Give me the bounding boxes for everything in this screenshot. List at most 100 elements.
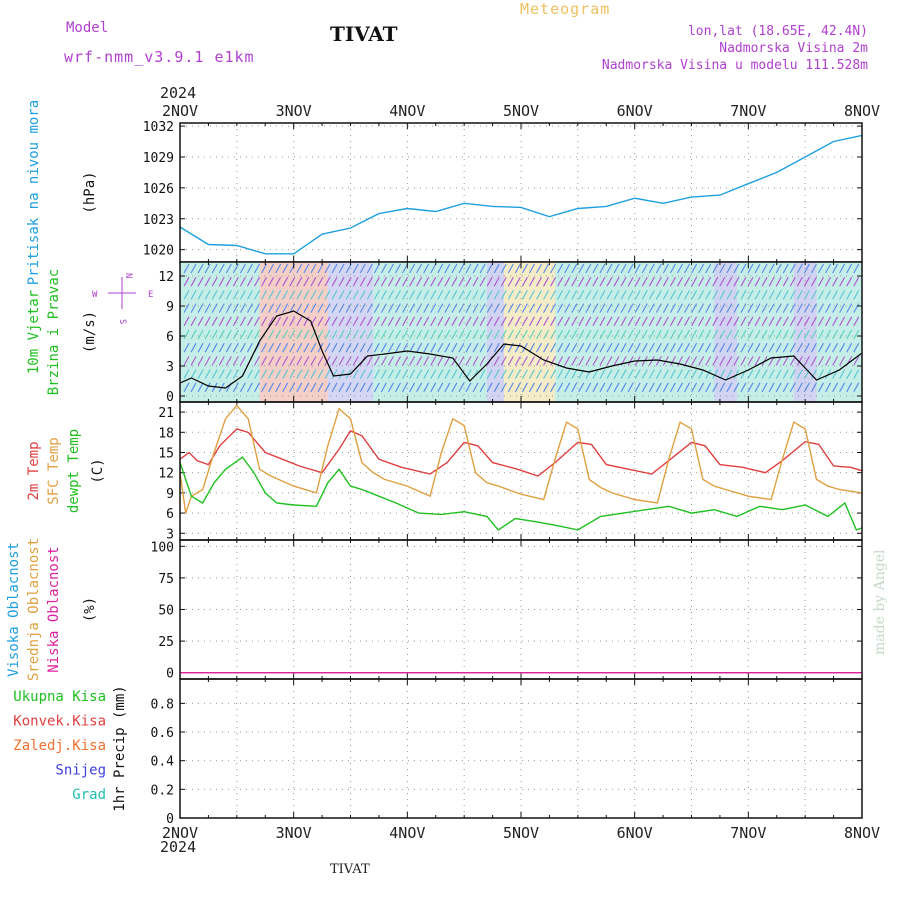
wind-barb [409,342,416,353]
wind-barb [606,290,613,300]
time-tick-label-top: 5NOV [503,102,539,120]
wind-barb [543,369,550,379]
wind-barb [500,290,507,300]
wind-barb [521,382,528,393]
wind-barb [592,276,599,287]
wind-barb [493,356,500,366]
wind-barb [211,356,218,366]
wind-barb [775,290,782,300]
wind-barb [190,382,197,393]
wind-barb [352,263,359,274]
wind-barb [740,276,747,287]
wind-barb [705,263,712,274]
wind-barb [268,316,275,327]
wind-barb [655,263,662,274]
wind-barb [789,356,796,366]
wind-barb [402,276,409,287]
wind-barb [585,369,592,379]
wind-barb [775,276,782,287]
wind-barb [472,329,479,340]
wind-barb [599,316,606,327]
wind-barb [684,303,691,313]
wind-barb [359,276,366,287]
wind-barb [571,329,578,340]
wind-barb [810,382,817,393]
wind-barb [211,276,218,287]
wind-barb [423,276,430,287]
wind-barb [310,356,317,366]
wind-barb [310,290,317,300]
wind-barb [514,356,521,366]
wind-barb [507,303,514,313]
wind-barb [183,356,190,366]
wind-barb [254,356,260,366]
wind-barb [677,382,683,393]
wind-barb [761,369,768,379]
wind-barb [592,329,599,340]
wind-barb [521,303,528,313]
wind-barb [550,342,557,353]
wind-barb [239,342,246,353]
panel-grid [180,402,862,540]
wind-barb [528,382,535,393]
wind-barb [246,369,253,379]
wind-barb [190,356,197,366]
wind-barb [500,316,507,327]
station-title: TIVAT [330,22,398,46]
wind-barb [543,382,550,393]
wind-barb [818,356,824,366]
wind-barb [465,356,472,366]
wind-barb [204,290,211,300]
wind-barb [423,369,430,379]
wind-barb [373,329,380,340]
wind-barb [395,263,401,274]
wind-barb [373,382,380,393]
wind-barb [500,382,507,393]
wind-barb [578,356,585,366]
wind-barb [416,316,423,327]
wind-barb [747,316,754,327]
wind-barb [818,290,824,300]
wind-barb [662,329,669,340]
wind-barb [190,263,197,274]
wind-barb [324,369,331,379]
precip-legend-label: Zaledj.Kisa [13,738,106,754]
wind-barb [585,276,592,287]
wind-barb [493,263,500,274]
wind-barb [507,356,514,366]
wind-barb [395,369,401,379]
wind-barb [190,290,197,300]
wind-barb [543,342,550,353]
wind-barb [818,369,824,379]
wind-barb [345,356,352,366]
wind-barb [521,342,528,353]
wind-barb [303,342,310,353]
wind-barb [514,263,521,274]
wind-barb [289,342,296,353]
wind-barb [669,329,676,340]
wind-barb [846,342,853,353]
wind-barb [747,290,754,300]
panel-grid [180,540,862,679]
wind-barb [345,316,352,327]
panel-unit-label: (C) [90,458,106,483]
y-tick-label: 0.8 [151,697,174,712]
wind-barb [183,342,190,353]
time-tick-label-bottom: 8NOV [844,824,880,842]
wind-barb [402,290,409,300]
y-tick-label: 9 [166,300,174,315]
wind-barb [359,290,366,300]
wind-barb [684,316,691,327]
wind-barb [409,303,416,313]
wind-barb [402,303,409,313]
wind-barb [289,369,296,379]
wind-barb [317,276,324,287]
wind-barb [380,316,387,327]
wind-barb [246,303,253,313]
wind-barb [465,303,472,313]
panel-axis-label: Brzina i Pravac [46,269,62,395]
wind-barb [571,263,578,274]
wind-barb [409,316,416,327]
wind-barb [853,342,860,353]
